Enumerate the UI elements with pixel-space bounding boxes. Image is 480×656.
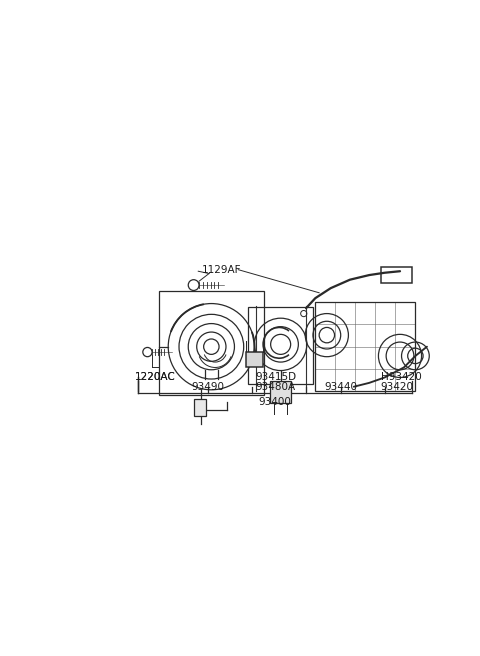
Bar: [159, 291, 264, 395]
Bar: [315, 302, 415, 390]
Text: 93415D: 93415D: [255, 373, 296, 382]
Text: 1220AC: 1220AC: [135, 373, 176, 382]
Bar: [270, 381, 291, 403]
Text: 93480A: 93480A: [255, 382, 295, 392]
Text: 93420: 93420: [381, 382, 414, 392]
Bar: [248, 308, 313, 384]
Bar: [194, 399, 206, 416]
Text: H93420: H93420: [381, 373, 421, 382]
Text: 93490: 93490: [191, 382, 224, 392]
Bar: [246, 352, 263, 367]
Bar: [381, 268, 411, 283]
Text: 1129AF: 1129AF: [201, 264, 241, 275]
Text: 1220AC: 1220AC: [135, 373, 176, 382]
Text: 93440: 93440: [324, 382, 357, 392]
Text: 93400: 93400: [259, 397, 292, 407]
